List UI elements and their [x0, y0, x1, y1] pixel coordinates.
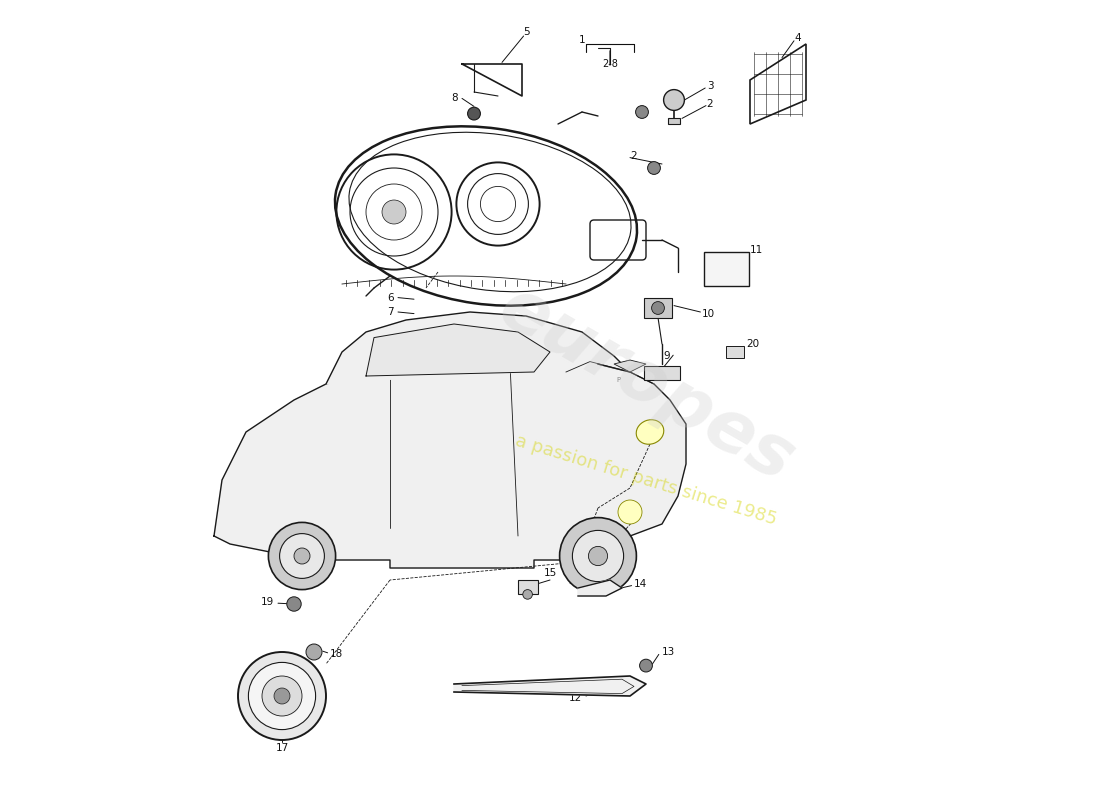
Circle shape [572, 530, 624, 582]
Circle shape [588, 546, 607, 566]
Circle shape [249, 662, 316, 730]
Text: 2-8: 2-8 [602, 59, 618, 69]
Text: SET: SET [717, 264, 736, 274]
Circle shape [238, 652, 326, 740]
Circle shape [651, 302, 664, 314]
Text: europes: europes [486, 272, 806, 496]
Text: 12: 12 [569, 693, 582, 702]
Circle shape [560, 518, 637, 594]
Polygon shape [214, 340, 686, 568]
Circle shape [636, 106, 648, 118]
Polygon shape [614, 360, 646, 372]
Text: 7: 7 [387, 307, 394, 317]
Circle shape [648, 162, 660, 174]
Bar [644, 298, 672, 318]
Text: 15: 15 [543, 568, 557, 578]
Text: 5: 5 [522, 27, 529, 37]
Text: 6: 6 [387, 293, 394, 302]
Circle shape [663, 90, 684, 110]
Text: 9: 9 [663, 351, 670, 361]
Text: P: P [616, 377, 620, 383]
Polygon shape [326, 312, 630, 384]
Circle shape [287, 597, 301, 611]
Text: 10: 10 [702, 309, 715, 318]
Bar [726, 346, 744, 358]
Bar [645, 366, 680, 380]
Ellipse shape [636, 420, 663, 444]
Circle shape [639, 659, 652, 672]
Circle shape [468, 107, 481, 120]
Text: 3: 3 [706, 81, 713, 90]
Circle shape [279, 534, 324, 578]
Circle shape [274, 688, 290, 704]
Circle shape [618, 500, 642, 524]
Text: 20: 20 [746, 339, 759, 349]
FancyBboxPatch shape [704, 252, 749, 286]
Text: 1: 1 [579, 35, 585, 45]
Text: 19: 19 [261, 597, 274, 606]
Bar [518, 580, 538, 594]
Text: 18: 18 [330, 650, 343, 659]
Text: a passion for parts since 1985: a passion for parts since 1985 [513, 431, 779, 529]
Circle shape [268, 522, 336, 590]
Text: 11: 11 [750, 245, 763, 254]
Text: 4: 4 [794, 34, 801, 43]
Bar [668, 118, 681, 124]
Circle shape [382, 200, 406, 224]
Text: 2: 2 [630, 151, 637, 161]
Polygon shape [454, 676, 646, 696]
Circle shape [294, 548, 310, 564]
Text: 14: 14 [634, 579, 647, 589]
Text: 8: 8 [451, 93, 458, 102]
Text: 13: 13 [662, 647, 675, 657]
Text: 2: 2 [706, 99, 713, 109]
Polygon shape [578, 580, 621, 596]
Polygon shape [366, 324, 550, 376]
Circle shape [522, 590, 532, 599]
Text: 17: 17 [275, 743, 288, 753]
Circle shape [262, 676, 303, 716]
Circle shape [306, 644, 322, 660]
